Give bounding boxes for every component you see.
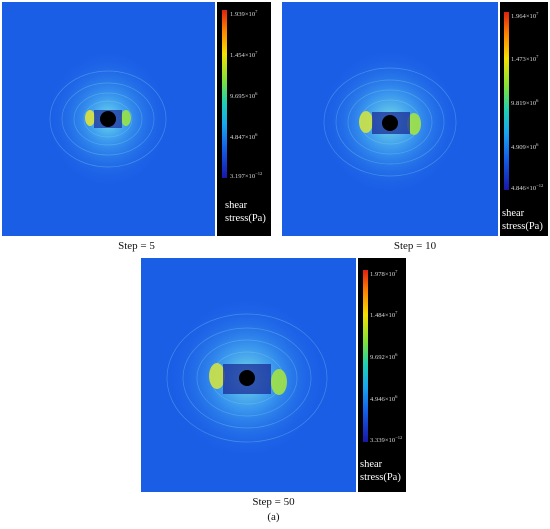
stress-field-image	[141, 258, 356, 492]
colorbar-tick: 4.847×106	[230, 132, 258, 141]
stress-field-image	[282, 2, 498, 236]
colorbar: 1.978×107 1.484×107 9.692×106 4.946×106 …	[358, 258, 406, 492]
colorbar-tick: 9.692×106	[370, 352, 398, 361]
colorbar-tick: 1.964×107	[511, 11, 539, 20]
hole	[100, 111, 116, 127]
colorbar-tick: 9.819×106	[511, 98, 539, 107]
colorbar-tick: 1.939×107	[230, 9, 258, 18]
panel-step-50: 1.978×107 1.484×107 9.692×106 4.946×106 …	[141, 258, 406, 492]
panel-step-5: 1.939×107 1.454×107 9.695×106 4.847×106 …	[2, 2, 271, 236]
colorbar-gradient	[222, 10, 227, 178]
colorbar-tick: 3.339×10−12	[370, 435, 403, 444]
colorbar-tick: 1.454×107	[230, 50, 258, 59]
colorbar-title: shear stress(Pa)	[360, 459, 401, 483]
colorbar-tick: 1.484×107	[370, 310, 398, 319]
colorbar-tick: 4.846×10−12	[511, 183, 544, 192]
colorbar-tick: 1.978×107	[370, 269, 398, 278]
figure-label: (a)	[267, 511, 280, 523]
colorbar-tick: 4.909×106	[511, 142, 539, 151]
caption-step-10: Step = 10	[393, 240, 437, 252]
panel-step-10: 1.964×107 1.473×107 9.819×106 4.909×106 …	[282, 2, 548, 236]
colorbar-tick: 9.695×106	[230, 91, 258, 100]
stress-field-image	[2, 2, 215, 236]
colorbar: 1.939×107 1.454×107 9.695×106 4.847×106 …	[217, 2, 271, 236]
colorbar-gradient	[363, 270, 368, 442]
colorbar-title: shear stress(Pa)	[502, 208, 543, 232]
hole	[239, 370, 255, 386]
colorbar-tick: 3.197×10−12	[230, 171, 263, 180]
colorbar-title: shear stress(Pa)	[225, 200, 266, 224]
caption-step-5: Step = 5	[118, 240, 155, 252]
colorbar-tick: 4.946×106	[370, 394, 398, 403]
colorbar-gradient	[504, 12, 509, 190]
colorbar: 1.964×107 1.473×107 9.819×106 4.909×106 …	[500, 2, 548, 236]
caption-step-50: Step = 50	[252, 496, 295, 508]
hole	[382, 115, 398, 131]
colorbar-tick: 1.473×107	[511, 54, 539, 63]
